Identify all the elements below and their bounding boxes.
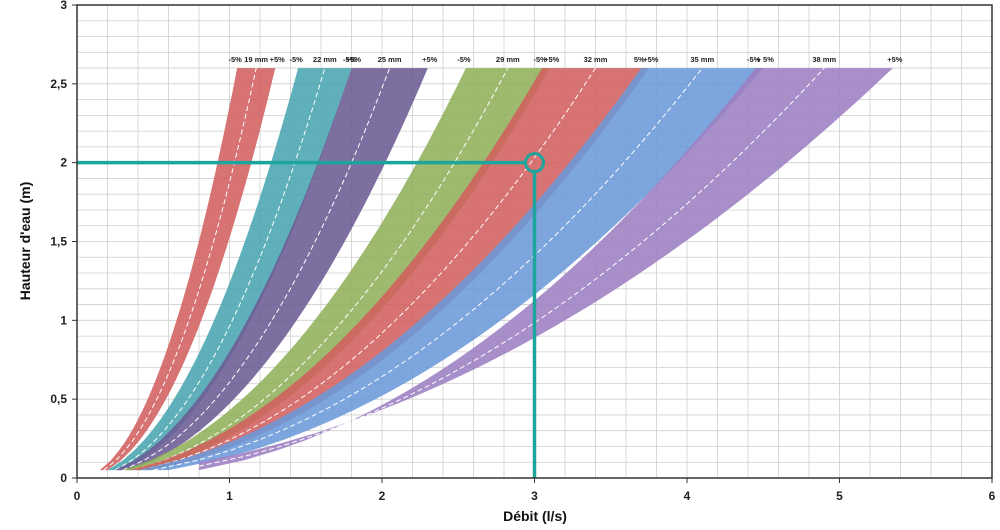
x-tick-label: 6 [989, 489, 996, 503]
band-label-plus: +5% [643, 55, 659, 64]
x-axis-title: Débit (l/s) [503, 508, 567, 524]
x-tick-label: 2 [379, 489, 386, 503]
x-tick-label: 1 [226, 489, 233, 503]
x-tick-label: 5 [836, 489, 843, 503]
band-center-line [153, 67, 703, 471]
band-label-plus: + 5% [757, 55, 775, 64]
x-tick-label: 4 [684, 489, 691, 503]
band-32-mm [130, 68, 649, 471]
band-label-name: 25 mm [378, 55, 402, 64]
y-tick-label: 0,5 [50, 392, 67, 406]
band-label-minus: -5% [343, 55, 357, 64]
band-label-plus: +5% [887, 55, 903, 64]
y-tick-label: 0 [60, 471, 67, 485]
band-label-minus: -5% [457, 55, 471, 64]
band-label-plus: +5% [422, 55, 438, 64]
band-label-name: 32 mm [584, 55, 608, 64]
band-center-line [103, 67, 257, 471]
band-center-line [198, 67, 825, 467]
x-tick-label: 0 [74, 489, 81, 503]
band-35-mm [138, 68, 764, 471]
y-axis-title: Hauteur d'eau (m) [17, 182, 33, 300]
band-25-mm [115, 68, 428, 471]
annotation-circle [524, 152, 545, 174]
y-tick-label: 1,5 [50, 235, 67, 249]
band-label-minus: -5% [533, 55, 547, 64]
band-38-mm [199, 68, 893, 471]
axes: 0 1 2 3 4 5 6 0 0,5 1 1,5 2 2,5 3 [50, 0, 995, 503]
band-label-plus: +5% [346, 55, 362, 64]
band-label-plus: +5% [270, 55, 286, 64]
band-label-minus: 5% [634, 55, 645, 64]
band-labels: -5% 19 mm +5% -5% 22 mm +5%-5% 25 mm +5% -5% 29 m… [228, 55, 902, 64]
y-tick-label: 1 [60, 313, 67, 327]
band-label-name: 35 mm [690, 55, 714, 64]
y-tick-label: 3 [60, 0, 67, 12]
y-tick-label: 2,5 [50, 77, 67, 91]
band-29-mm [122, 68, 550, 471]
band-label-name: 38 mm [812, 55, 836, 64]
band-label-minus: -5% [747, 55, 761, 64]
band-center-line [122, 67, 391, 471]
band-19-mm [99, 68, 276, 471]
band-22-mm [107, 68, 352, 471]
band-label-name: 22 mm [313, 55, 337, 64]
y-tick-label: 2 [60, 156, 67, 170]
band-center-line [141, 67, 596, 471]
annotation [77, 152, 545, 478]
band-label-plus: +5% [544, 55, 560, 64]
bands [99, 67, 893, 471]
band-label-name: 29 mm [496, 55, 520, 64]
band-label-minus: -5% [228, 55, 242, 64]
band-center-line [114, 67, 326, 471]
x-tick-label: 3 [531, 489, 538, 503]
band-label-name: 19 mm [244, 55, 268, 64]
band-label-minus: -5% [289, 55, 303, 64]
